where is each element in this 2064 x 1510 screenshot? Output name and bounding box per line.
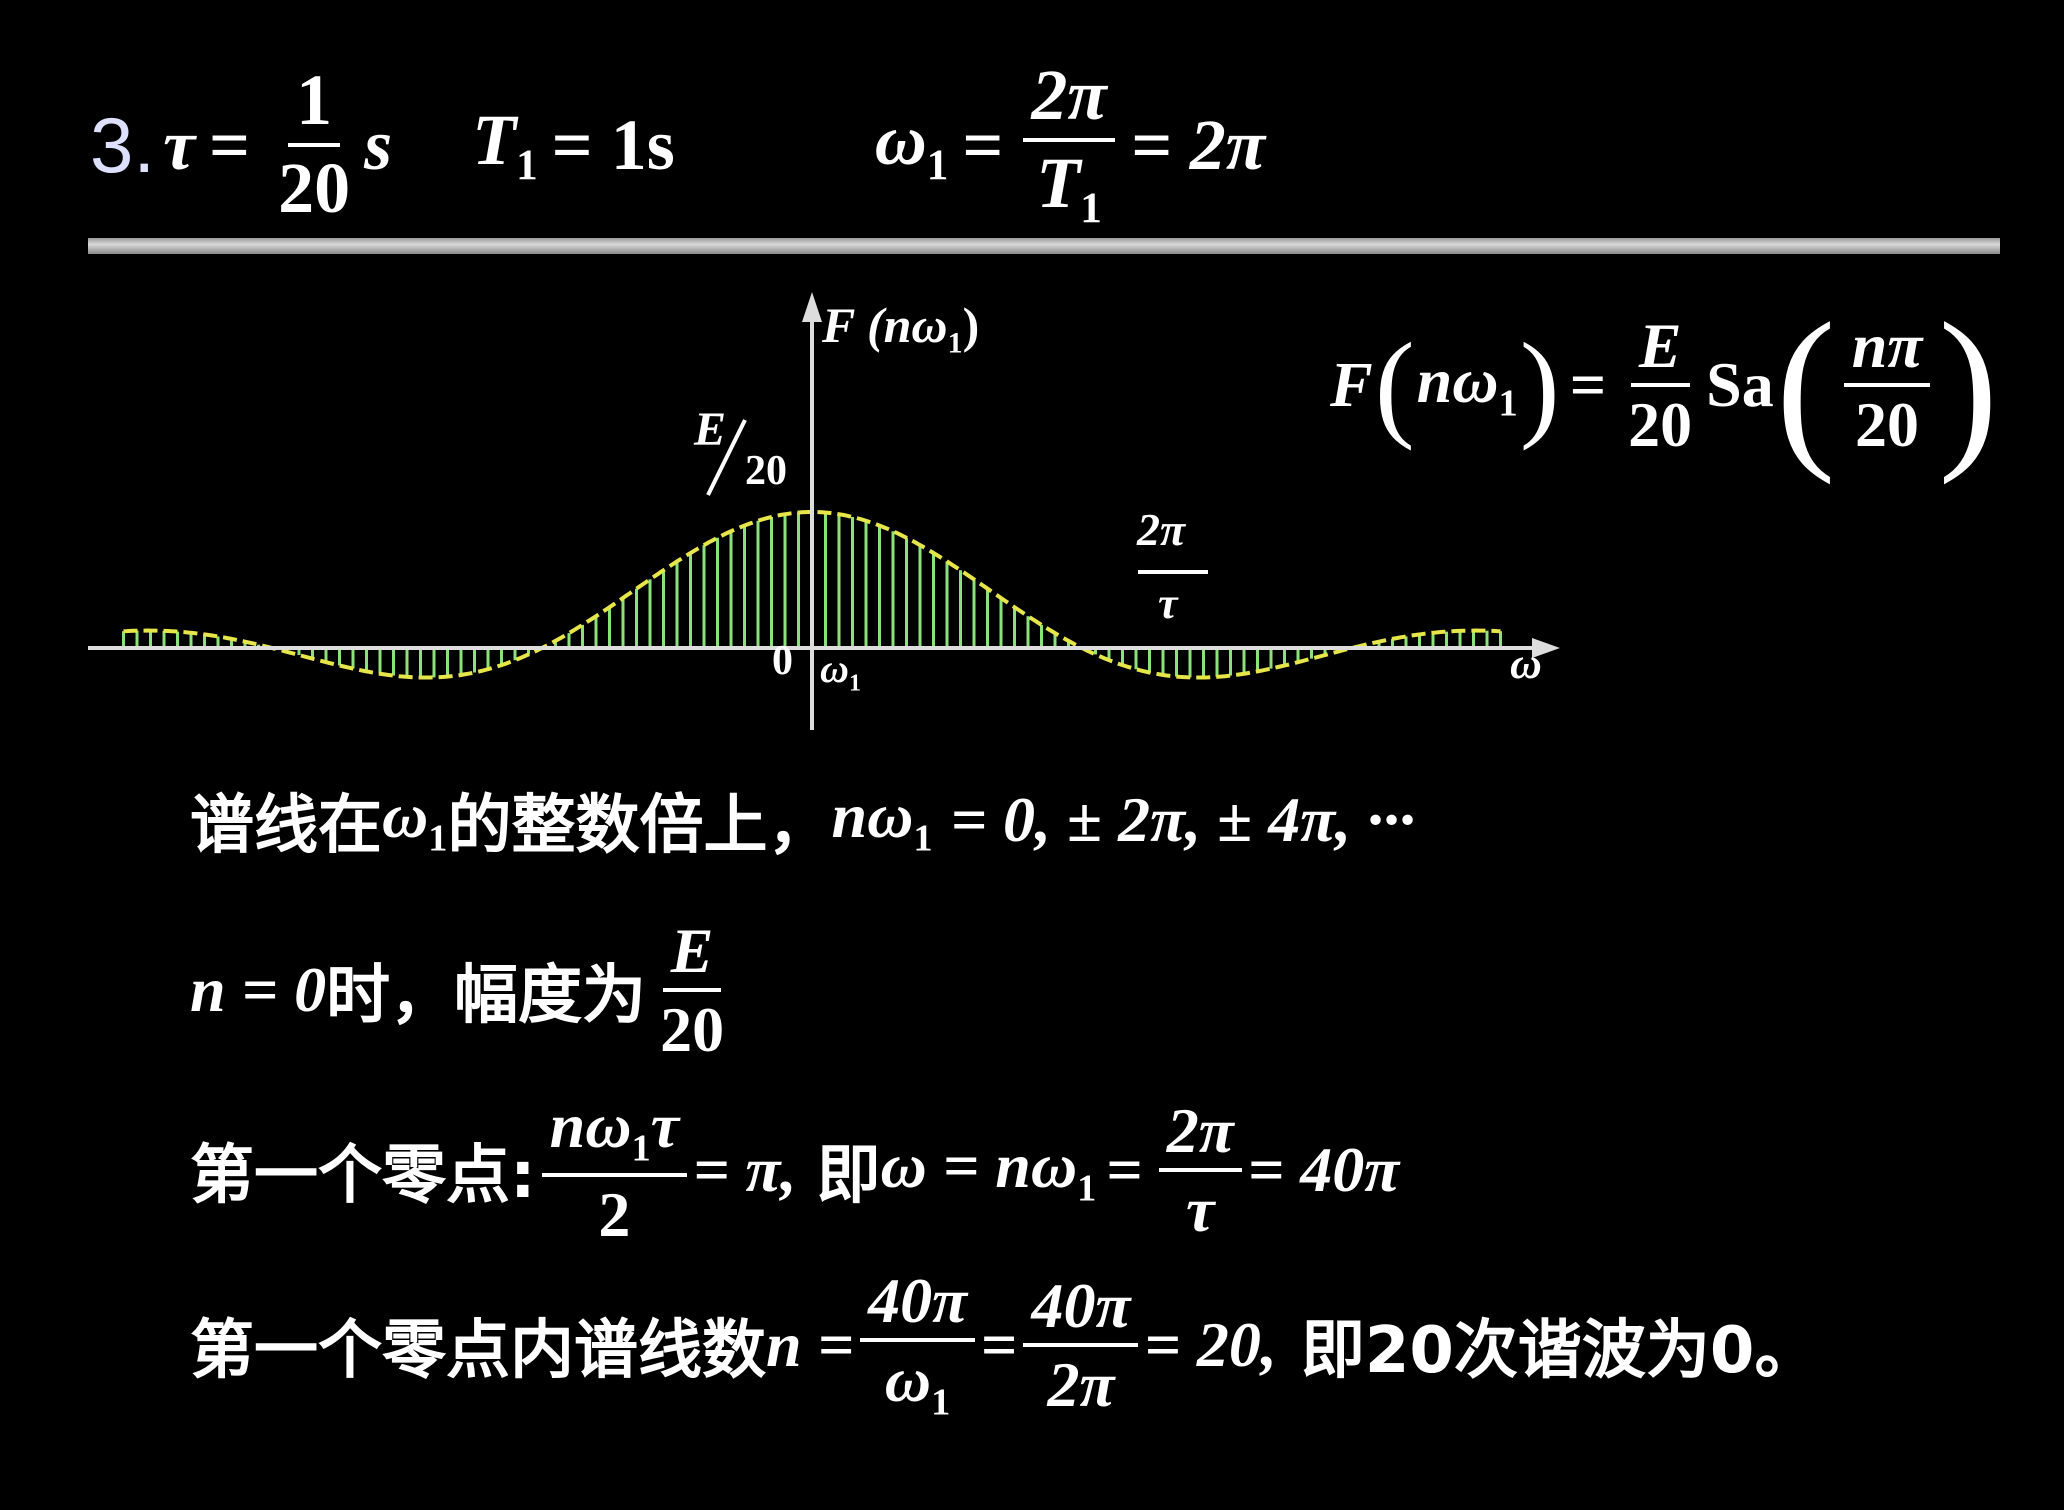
omega1-numerator: 2π: [1023, 58, 1115, 143]
peak-label-numerator: E: [694, 403, 727, 456]
line3-mid: ω = nω1: [880, 1130, 1097, 1210]
omega1-fraction: 2π T1: [1023, 58, 1115, 233]
formula-arg-paren-open: (: [1775, 285, 1836, 485]
formula-lhs-arg: nω1: [1416, 345, 1518, 425]
text-line-1: 谱线在 ω1 的整数倍上， nω1 = 0, ± 2π, ± 4π, ···: [190, 775, 1415, 865]
x-axis-label: ω: [1510, 639, 1542, 688]
sinc-envelope: [123, 510, 1501, 680]
formula-coef-num: E: [1630, 312, 1690, 387]
line3-cn: 第一个零点:: [190, 1139, 536, 1213]
line1-rest: = 0, ± 2π, ± 4π, ···: [950, 784, 1416, 855]
line3-num: nω1τ: [541, 1092, 688, 1177]
text-line-4: 第一个零点内谱线数 n = 40π ω1 = 40π 2π = 20, 即20次…: [190, 1255, 1818, 1435]
line3-fraction: nω1τ 2: [541, 1092, 688, 1250]
spectrum-graph: [88, 292, 1560, 730]
tau-unit: s: [364, 104, 393, 185]
line4-cn2: 即20次谐波为0。: [1300, 1314, 1819, 1388]
line3-cn2: 即: [816, 1139, 881, 1213]
tau-numerator: 1: [288, 63, 341, 147]
line4-n: n =: [766, 1309, 855, 1380]
line1-cn2: 的整数倍上，: [447, 789, 832, 863]
line3-num2: 2π: [1158, 1097, 1242, 1172]
formula-equals: =: [1569, 349, 1607, 420]
line3-result: = 40π: [1247, 1134, 1400, 1205]
formula-arg-paren-close: ): [1938, 285, 1999, 485]
tau-equals: =: [209, 104, 251, 185]
tau-symbol: τ: [163, 104, 196, 185]
line3-den2: τ: [1186, 1174, 1215, 1245]
period-value: = 1s: [551, 104, 675, 185]
zero-label-numerator: 2π: [1137, 504, 1186, 555]
item-number: 3.: [90, 100, 156, 189]
spectrum-formula: F ( nω1 ) = E 20 Sa ( nπ 20 ): [1330, 285, 2000, 485]
line2-den: 20: [660, 994, 725, 1065]
line3-eq2: =: [1106, 1134, 1143, 1205]
line3-fraction2: 2π τ: [1158, 1097, 1242, 1245]
tau-fraction: 1 20: [270, 63, 358, 226]
line2-fraction: E 20: [652, 917, 732, 1065]
text-line-3: 第一个零点: nω1τ 2 = π, 即 ω = nω1 = 2π τ = 40…: [190, 1085, 1399, 1255]
formula-arg-num: nπ: [1843, 312, 1931, 387]
line2-n: n = 0: [190, 954, 327, 1025]
omega1-denominator: T1: [1036, 143, 1102, 233]
period-symbol: T1: [472, 100, 538, 190]
line1-omega: ω1: [382, 780, 448, 860]
line4-eq: =: [981, 1309, 1018, 1380]
peak-label-slash: [706, 419, 747, 496]
line4-den2: 2π: [1047, 1349, 1115, 1420]
y-axis-arrow: [802, 292, 822, 322]
line4-num2: 40π: [1023, 1272, 1139, 1347]
title-divider: [88, 238, 2000, 254]
x-axis-arrow: [1532, 638, 1560, 658]
line3-den: 2: [598, 1178, 631, 1250]
formula-coef: E 20: [1620, 312, 1700, 460]
origin-label: 0: [772, 638, 793, 684]
line4-cn: 第一个零点内谱线数: [190, 1314, 766, 1388]
spectral-lines: [122, 512, 1502, 678]
line4-fraction2: 40π 2π: [1023, 1272, 1139, 1420]
text-line-2: n = 0 时，幅度为 E 20: [190, 900, 738, 1080]
y-axis-label: F (nω1): [822, 297, 980, 360]
formula-paren-close: ): [1519, 318, 1560, 451]
omega1-symbol: ω1: [874, 100, 949, 190]
formula-lhs: F: [1330, 349, 1373, 420]
line4-num1: 40π: [860, 1267, 975, 1343]
formula-arg: nπ 20: [1843, 312, 1931, 460]
formula-arg-den: 20: [1854, 389, 1919, 460]
formula-sa: Sa: [1706, 349, 1774, 420]
formula-coef-den: 20: [1628, 389, 1693, 460]
line2-cn: 时，幅度为: [326, 959, 647, 1033]
peak-label-denominator: 20: [745, 448, 787, 494]
line4-fraction1: 40π ω1: [860, 1267, 975, 1423]
line1-cn: 谱线在: [190, 789, 382, 863]
tau-denominator: 20: [278, 148, 351, 228]
line4-den1: ω1: [884, 1344, 951, 1424]
omega1-equals: =: [962, 104, 1004, 185]
zero-label-denominator: τ: [1158, 579, 1178, 628]
formula-paren-open: (: [1374, 318, 1415, 451]
line3-eq: = π,: [693, 1134, 797, 1205]
omega1-tick-label: ω1: [820, 646, 861, 697]
line4-result: = 20,: [1144, 1309, 1277, 1380]
line1-math: nω1: [831, 780, 933, 860]
omega1-result: = 2π: [1130, 104, 1266, 185]
line2-num: E: [662, 917, 722, 992]
title-equation: 3. τ = 1 20 s T1 = 1s ω1 = 2π T1 = 2π: [90, 58, 1266, 233]
